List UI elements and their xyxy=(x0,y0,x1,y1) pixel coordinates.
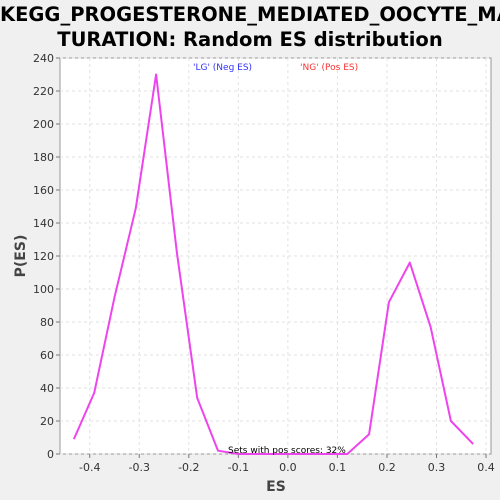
x-axis-label: ES xyxy=(266,479,286,495)
y-tick-label: 80 xyxy=(40,316,54,329)
x-tick-label: 0.0 xyxy=(279,461,297,474)
y-axis: 0 20 40 60 80 100 120 140 160 180 200 220 240 xyxy=(33,52,60,461)
y-tick-label: 0 xyxy=(47,448,54,461)
y-tick-label: 140 xyxy=(33,217,54,230)
x-tick-label: 0.4 xyxy=(477,461,495,474)
y-tick-label: 160 xyxy=(33,184,54,197)
x-tick-label: -0.3 xyxy=(129,461,150,474)
plot-area xyxy=(59,57,492,455)
chart-title: KEGG_PROGESTERONE_MEDIATED_OOCYTE_MA TUR… xyxy=(0,2,500,52)
x-tick-label: 0.2 xyxy=(378,461,396,474)
x-tick-label: -0.1 xyxy=(228,461,249,474)
x-tick-label: 0.1 xyxy=(329,461,347,474)
x-tick-label: -0.2 xyxy=(178,461,199,474)
series-line xyxy=(72,73,474,455)
legend-entry: 'LG' (Neg ES) xyxy=(193,63,252,73)
y-tick-label: 180 xyxy=(33,151,54,164)
x-tick-label: -0.4 xyxy=(79,461,100,474)
chart-title-line-2: TURATION: Random ES distribution xyxy=(57,28,443,51)
y-tick-label: 220 xyxy=(33,85,54,98)
legend-entry: 'NG' (Pos ES) xyxy=(300,63,358,73)
chart-title-line-1: KEGG_PROGESTERONE_MEDIATED_OOCYTE_MA xyxy=(0,3,500,26)
annotation: Sets with pos scores: 32% xyxy=(228,446,346,456)
x-axis: -0.4 -0.3 -0.2 -0.1 0.0 0.1 0.2 0.3 0.4 xyxy=(79,454,495,474)
y-tick-label: 240 xyxy=(33,52,54,65)
y-tick-label: 40 xyxy=(40,382,54,395)
y-tick-label: 20 xyxy=(40,415,54,428)
series-layer xyxy=(72,73,474,455)
legend: 'LG' (Neg ES) 'NG' (Pos ES) xyxy=(193,63,358,73)
y-tick-label: 60 xyxy=(40,349,54,362)
x-tick-label: 0.3 xyxy=(428,461,446,474)
y-tick-label: 120 xyxy=(33,250,54,263)
y-axis-label: P(ES) xyxy=(13,235,29,278)
y-tick-label: 200 xyxy=(33,118,54,131)
grid-lines xyxy=(60,57,491,455)
y-tick-label: 100 xyxy=(33,283,54,296)
